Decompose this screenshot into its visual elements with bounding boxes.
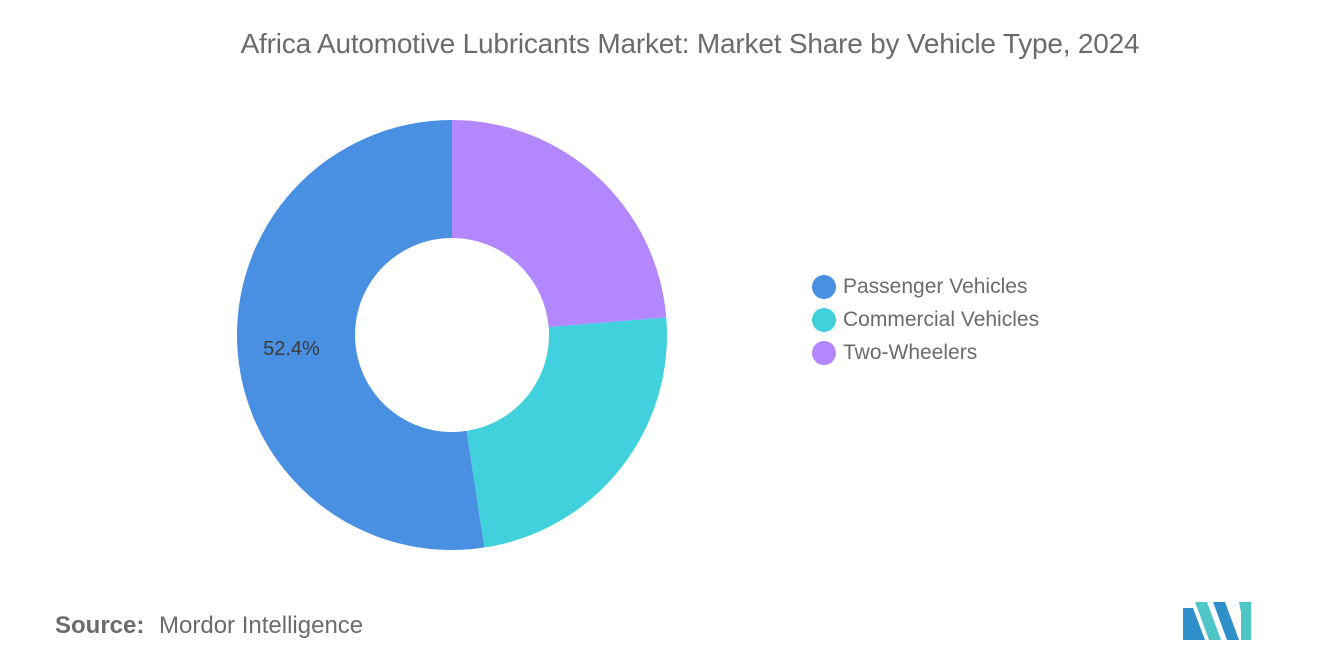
legend-item-passenger-vehicles: Passenger Vehicles (812, 270, 1039, 303)
chart-title: Africa Automotive Lubricants Market: Mar… (240, 28, 1140, 59)
source-text: Mordor Intelligence (159, 612, 364, 639)
slice-passenger-vehicles (236, 120, 485, 550)
legend-item-two-wheelers: Two-Wheelers (812, 336, 1039, 369)
donut-slices (236, 120, 667, 550)
slice-two-wheelers (452, 120, 667, 328)
legend-item-commercial-vehicles: Commercial Vehicles (812, 303, 1039, 336)
legend-label: Passenger Vehicles (843, 274, 1028, 298)
data-labels: 52.4% (263, 338, 320, 360)
legend-label: Two-Wheelers (843, 340, 978, 364)
data-label-passenger-vehicles: 52.4% (263, 338, 320, 360)
slice-commercial-vehicles (466, 317, 667, 548)
chart-legend: Passenger Vehicles Commercial Vehicles Two… (812, 270, 1039, 369)
source-note: Source: Mordor Intelligence (55, 612, 363, 640)
legend-swatch (812, 340, 836, 365)
source-label: Source: (55, 612, 145, 639)
legend-swatch (812, 274, 836, 299)
legend-label: Commercial Vehicles (843, 307, 1040, 331)
mordor-intelligence-logo-icon (1183, 602, 1251, 640)
legend-swatch (812, 307, 836, 332)
